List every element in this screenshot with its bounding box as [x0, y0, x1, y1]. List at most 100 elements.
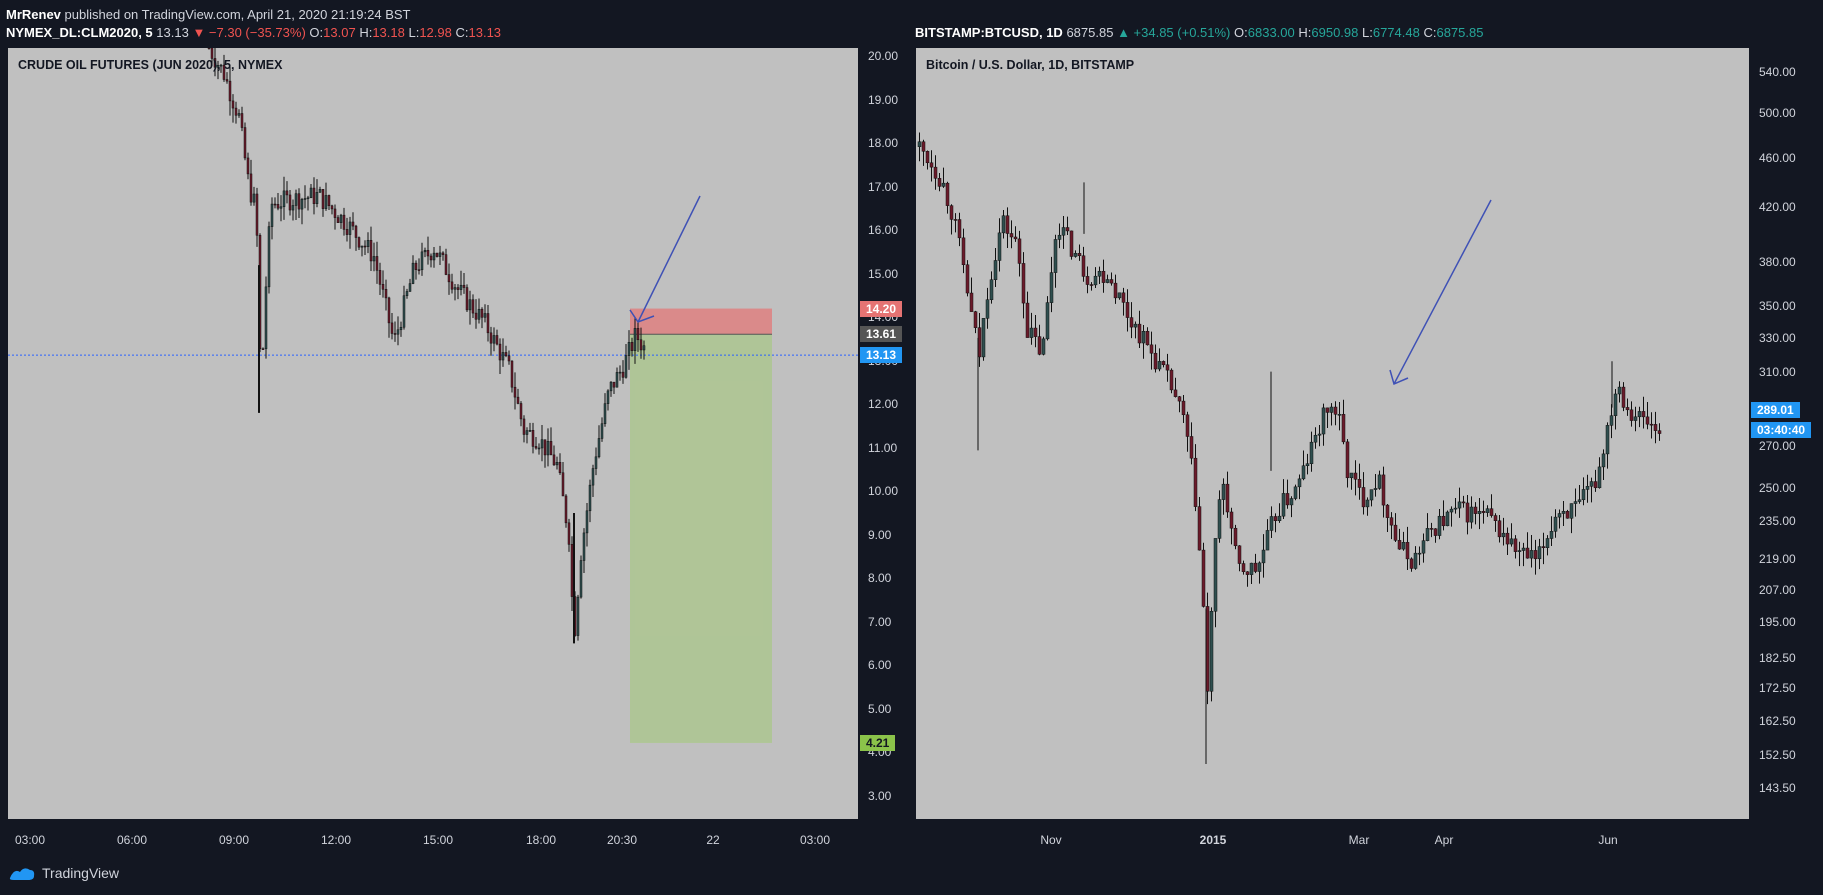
- right-candle: [1641, 396, 1646, 429]
- left-candle-body: [264, 286, 268, 350]
- right-chart-pane[interactable]: Bitcoin / U.S. Dollar, 1D, BITSTAMP: [916, 48, 1749, 819]
- left-candle-body: [435, 252, 439, 257]
- right-candle: [1065, 216, 1070, 236]
- right-price-tick: 540.00: [1759, 64, 1796, 79]
- right-time-tick: Jun: [1598, 833, 1618, 847]
- right-candle-body: [1165, 364, 1170, 371]
- left-candle-body: [402, 295, 406, 328]
- left-candle: [273, 197, 277, 209]
- left-high-label: H:: [359, 25, 373, 40]
- left-candle-body: [216, 64, 220, 68]
- left-price-tick: 10.00: [868, 484, 899, 499]
- right-candle-body: [929, 162, 934, 168]
- right-symbol[interactable]: BITSTAMP:BTCUSD, 1D: [915, 25, 1063, 40]
- right-candle: [1389, 512, 1394, 540]
- right-candle: [929, 150, 934, 182]
- right-candle: [1241, 560, 1246, 575]
- right-candle: [1541, 532, 1546, 565]
- right-time-tick: 2015: [1199, 833, 1227, 847]
- right-candle: [1265, 519, 1270, 551]
- left-candle-body: [354, 225, 358, 238]
- right-time-axis[interactable]: Nov 2015 Mar Apr Jun: [916, 819, 1823, 855]
- tradingview-footer[interactable]: TradingView: [8, 864, 119, 882]
- author-name[interactable]: MrRenev: [6, 7, 61, 22]
- left-time-axis[interactable]: 03:00 06:00 09:00 12:00 15:00 18:00 20:30 22 03:…: [8, 819, 908, 855]
- right-candle: [1125, 289, 1130, 332]
- left-candle-body: [222, 64, 226, 80]
- right-high: 6950.98: [1311, 25, 1359, 40]
- left-chart-svg[interactable]: [8, 48, 858, 819]
- right-candle: [1373, 474, 1378, 497]
- left-candle: [381, 270, 385, 298]
- left-candle-body: [495, 335, 499, 345]
- right-candle: [1117, 292, 1122, 300]
- left-candle: [489, 326, 493, 356]
- left-candle-body: [420, 251, 424, 271]
- left-candle: [360, 245, 364, 257]
- left-candle-body: [363, 245, 367, 248]
- left-symbol[interactable]: NYMEX_DL:CLM2020, 5: [6, 25, 153, 40]
- left-candle: [600, 417, 604, 442]
- right-candle: [1181, 395, 1186, 423]
- right-candle: [1457, 487, 1462, 518]
- right-candle: [949, 204, 954, 235]
- right-candle-body: [1449, 508, 1454, 513]
- right-candle-body: [1237, 545, 1242, 564]
- right-candle: [1305, 453, 1310, 475]
- right-candle-body: [1341, 414, 1346, 443]
- left-candle-body: [381, 284, 385, 290]
- right-price-tick: 500.00: [1759, 106, 1796, 121]
- left-price-tick: 19.00: [868, 92, 899, 107]
- right-candle: [1261, 534, 1266, 578]
- left-candle-body: [282, 190, 286, 208]
- left-candle-body: [270, 203, 274, 227]
- right-candle-body: [1209, 610, 1214, 692]
- right-candle-body: [937, 178, 942, 187]
- right-candle-body: [1093, 275, 1098, 286]
- left-candle-body: [531, 430, 535, 447]
- left-candle-body: [519, 403, 523, 420]
- left-chart-pane[interactable]: CRUDE OIL FUTURES (JUN 2020), 5, NYMEX: [8, 48, 858, 819]
- right-candle: [1357, 463, 1362, 500]
- right-candle-body: [973, 311, 978, 328]
- right-candle-body: [1637, 411, 1642, 418]
- right-candle-body: [1409, 558, 1414, 569]
- right-candle-body: [985, 299, 990, 319]
- left-candle: [564, 494, 568, 528]
- left-candle: [321, 189, 325, 217]
- right-price-tick: 270.00: [1759, 439, 1796, 454]
- right-candle: [1377, 470, 1382, 490]
- right-candle-body: [1125, 302, 1130, 318]
- right-candle-body: [1617, 386, 1622, 395]
- left-candle-body: [558, 462, 562, 473]
- left-candle: [330, 204, 334, 215]
- left-time-tick: 20:30: [606, 833, 638, 847]
- left-candle: [369, 226, 373, 272]
- left-candle-body: [366, 239, 370, 247]
- right-candle-body: [1641, 411, 1646, 418]
- left-candle: [234, 101, 238, 124]
- right-candle: [1617, 381, 1622, 403]
- left-candle: [336, 215, 340, 223]
- right-candle: [1477, 497, 1482, 530]
- right-candle: [1313, 427, 1318, 449]
- right-candle: [1453, 497, 1458, 514]
- left-price-axis[interactable]: 20.0019.0018.0017.0016.0015.0014.0013.00…: [858, 48, 908, 819]
- left-candle-body: [336, 217, 340, 223]
- right-candle: [1089, 282, 1094, 291]
- left-candle: [546, 428, 550, 467]
- right-candle-body: [1313, 434, 1318, 443]
- right-chart-svg[interactable]: [916, 48, 1749, 819]
- right-candle: [1585, 474, 1590, 503]
- right-candle-body: [953, 219, 958, 221]
- right-candle: [1649, 412, 1654, 439]
- left-candle: [288, 190, 292, 216]
- left-candle: [627, 330, 631, 370]
- right-open: 6833.00: [1247, 25, 1295, 40]
- left-candle: [567, 518, 571, 552]
- left-candle-body: [492, 335, 496, 344]
- left-candle: [606, 389, 610, 411]
- left-candle-body: [330, 205, 334, 210]
- right-price-axis[interactable]: 540.00 500.00 460.00 420.00 380.00 350.00 330.…: [1749, 48, 1823, 819]
- right-candle: [1273, 513, 1278, 533]
